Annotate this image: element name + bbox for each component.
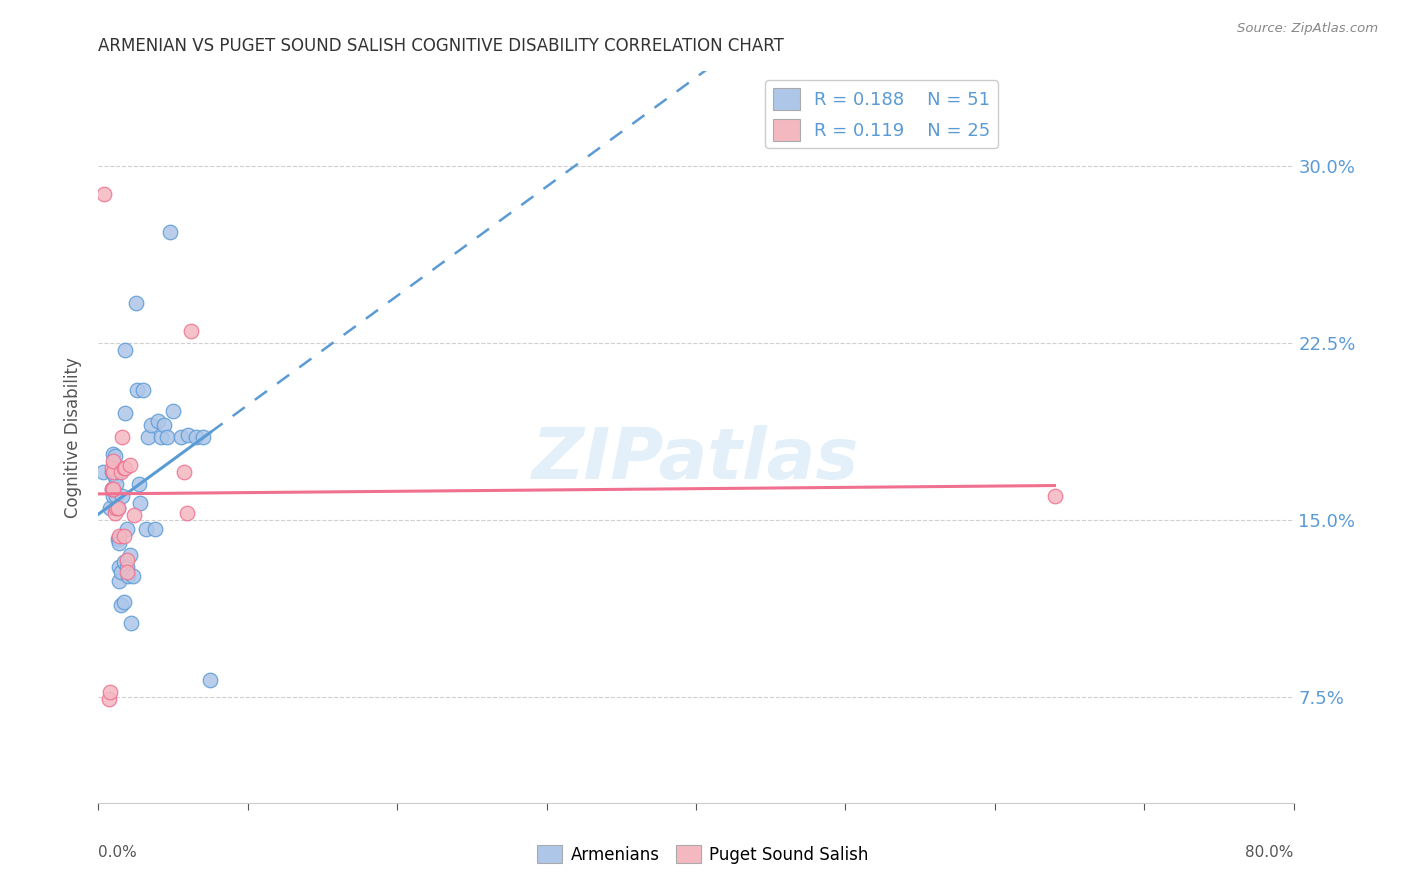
Point (115, 553, 138, 567)
Point (108, 529, 131, 543)
Point (105, 477, 128, 491)
Text: Source: ZipAtlas.com: Source: ZipAtlas.com (1237, 22, 1378, 36)
Point (105, 466, 128, 480)
Point (121, 569, 143, 583)
Point (118, 548, 141, 562)
Legend: R = 0.188    N = 51, R = 0.119    N = 25: R = 0.188 N = 51, R = 0.119 N = 25 (765, 80, 998, 148)
Point (169, 430, 191, 444)
Point (98, 500, 122, 515)
Point (111, 489, 134, 503)
Point (180, 324, 202, 338)
Point (105, 500, 128, 515)
Point (108, 536, 131, 550)
Point (110, 598, 132, 612)
Point (135, 522, 157, 536)
Point (104, 449, 127, 463)
Point (107, 500, 129, 515)
Point (104, 506, 127, 520)
Point (101, 482, 124, 496)
Text: 0.0%: 0.0% (98, 846, 138, 860)
Point (103, 453, 125, 467)
Text: 80.0%: 80.0% (1246, 846, 1294, 860)
Point (103, 482, 125, 496)
Point (150, 430, 173, 444)
Point (114, 343, 136, 357)
Point (112, 595, 135, 609)
Point (132, 383, 155, 397)
Point (111, 430, 134, 444)
Point (108, 574, 131, 588)
Point (159, 225, 181, 239)
Point (177, 427, 200, 442)
Point (110, 565, 132, 579)
Point (110, 466, 132, 480)
Point (173, 466, 195, 480)
Point (129, 496, 152, 510)
Point (156, 430, 179, 444)
Point (118, 458, 141, 473)
Point (103, 447, 125, 461)
Point (115, 522, 138, 536)
Point (115, 565, 138, 579)
Legend: Armenians, Puget Sound Salish: Armenians, Puget Sound Salish (530, 838, 876, 871)
Point (115, 559, 138, 574)
Point (103, 489, 125, 503)
Point (127, 383, 149, 397)
Point (125, 295, 148, 310)
Point (97, 692, 120, 706)
Point (101, 482, 124, 496)
Point (136, 430, 159, 444)
Point (105, 489, 128, 503)
Point (184, 430, 207, 444)
Point (143, 522, 166, 536)
Point (112, 460, 135, 475)
Point (101, 460, 124, 475)
Point (139, 418, 162, 433)
Point (107, 500, 129, 515)
Point (120, 616, 142, 631)
Text: ZIPatlas: ZIPatlas (533, 425, 859, 493)
Point (93, 187, 115, 202)
Point (108, 559, 131, 574)
Point (107, 532, 129, 546)
Point (124, 508, 146, 522)
Point (103, 466, 125, 480)
Point (98, 685, 122, 699)
Point (148, 413, 170, 427)
Point (191, 430, 214, 444)
Point (1043, 489, 1066, 503)
Point (117, 569, 139, 583)
Point (176, 506, 198, 520)
Point (200, 673, 222, 687)
Point (153, 418, 176, 433)
Point (91, 466, 114, 480)
Point (112, 555, 135, 569)
Point (105, 500, 128, 515)
Point (162, 404, 184, 418)
Text: ARMENIAN VS PUGET SOUND SALISH COGNITIVE DISABILITY CORRELATION CHART: ARMENIAN VS PUGET SOUND SALISH COGNITIVE… (98, 37, 785, 54)
Y-axis label: Cognitive Disability: Cognitive Disability (65, 357, 83, 517)
Point (101, 466, 124, 480)
Point (112, 529, 135, 543)
Point (114, 460, 136, 475)
Point (114, 407, 136, 421)
Point (104, 460, 127, 475)
Point (128, 477, 150, 491)
Point (104, 470, 127, 484)
